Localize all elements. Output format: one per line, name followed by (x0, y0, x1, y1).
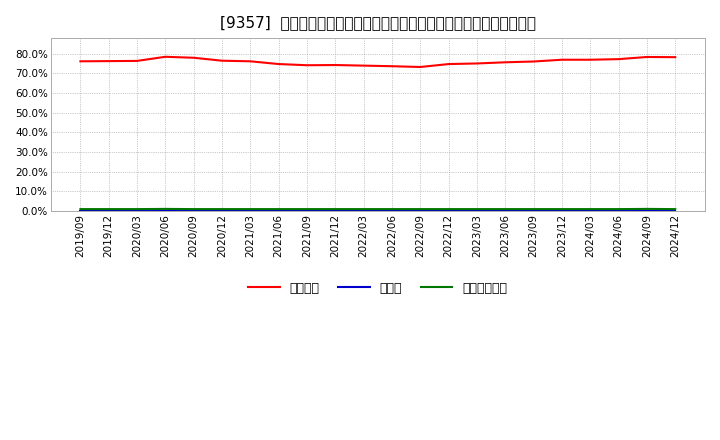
自己資本 (472, 61, 481, 66)
繰延税金資産 (274, 206, 283, 212)
繰延税金資産 (671, 206, 680, 212)
繰延税金資産 (302, 206, 311, 212)
のれん (671, 209, 680, 214)
繰延税金資産 (132, 206, 141, 212)
のれん (76, 209, 85, 214)
のれん (586, 209, 595, 214)
自己資本 (331, 62, 340, 68)
のれん (274, 209, 283, 214)
Line: 自己資本: 自己資本 (81, 57, 675, 67)
繰延税金資産 (557, 206, 566, 212)
繰延税金資産 (643, 206, 652, 212)
自己資本 (416, 64, 425, 70)
のれん (104, 209, 113, 214)
自己資本 (529, 59, 538, 64)
自己資本 (586, 57, 595, 62)
自己資本 (444, 62, 453, 67)
Legend: 自己資本, のれん, 繰延税金資産: 自己資本, のれん, 繰延税金資産 (248, 282, 507, 295)
自己資本 (359, 63, 368, 68)
自己資本 (557, 57, 566, 62)
自己資本 (246, 59, 255, 64)
繰延税金資産 (76, 206, 85, 212)
自己資本 (643, 54, 652, 59)
自己資本 (217, 58, 226, 63)
繰延税金資産 (161, 206, 170, 212)
のれん (359, 209, 368, 214)
繰延税金資産 (246, 206, 255, 212)
のれん (246, 209, 255, 214)
自己資本 (302, 62, 311, 68)
繰延税金資産 (331, 206, 340, 212)
のれん (614, 209, 623, 214)
のれん (444, 209, 453, 214)
繰延税金資産 (444, 206, 453, 212)
繰延税金資産 (614, 206, 623, 212)
自己資本 (274, 62, 283, 67)
のれん (557, 209, 566, 214)
繰延税金資産 (472, 206, 481, 212)
繰延税金資産 (359, 206, 368, 212)
繰延税金資産 (387, 206, 396, 212)
繰延税金資産 (217, 206, 226, 212)
のれん (643, 209, 652, 214)
自己資本 (671, 55, 680, 60)
繰延税金資産 (586, 206, 595, 212)
自己資本 (387, 63, 396, 69)
自己資本 (501, 60, 510, 65)
自己資本 (614, 56, 623, 62)
のれん (501, 209, 510, 214)
のれん (387, 209, 396, 214)
繰延税金資産 (501, 206, 510, 212)
のれん (331, 209, 340, 214)
Title: [9357]  自己資本、のれん、繰延税金資産の総資産に対する比率の推移: [9357] 自己資本、のれん、繰延税金資産の総資産に対する比率の推移 (220, 15, 536, 30)
繰延税金資産 (529, 206, 538, 212)
のれん (416, 209, 425, 214)
自己資本 (189, 55, 198, 60)
自己資本 (104, 59, 113, 64)
のれん (529, 209, 538, 214)
のれん (189, 209, 198, 214)
自己資本 (132, 58, 141, 63)
繰延税金資産 (104, 206, 113, 212)
繰延税金資産 (189, 206, 198, 212)
のれん (472, 209, 481, 214)
自己資本 (76, 59, 85, 64)
のれん (302, 209, 311, 214)
のれん (132, 209, 141, 214)
繰延税金資産 (416, 206, 425, 212)
のれん (161, 209, 170, 214)
自己資本 (161, 54, 170, 59)
のれん (217, 209, 226, 214)
